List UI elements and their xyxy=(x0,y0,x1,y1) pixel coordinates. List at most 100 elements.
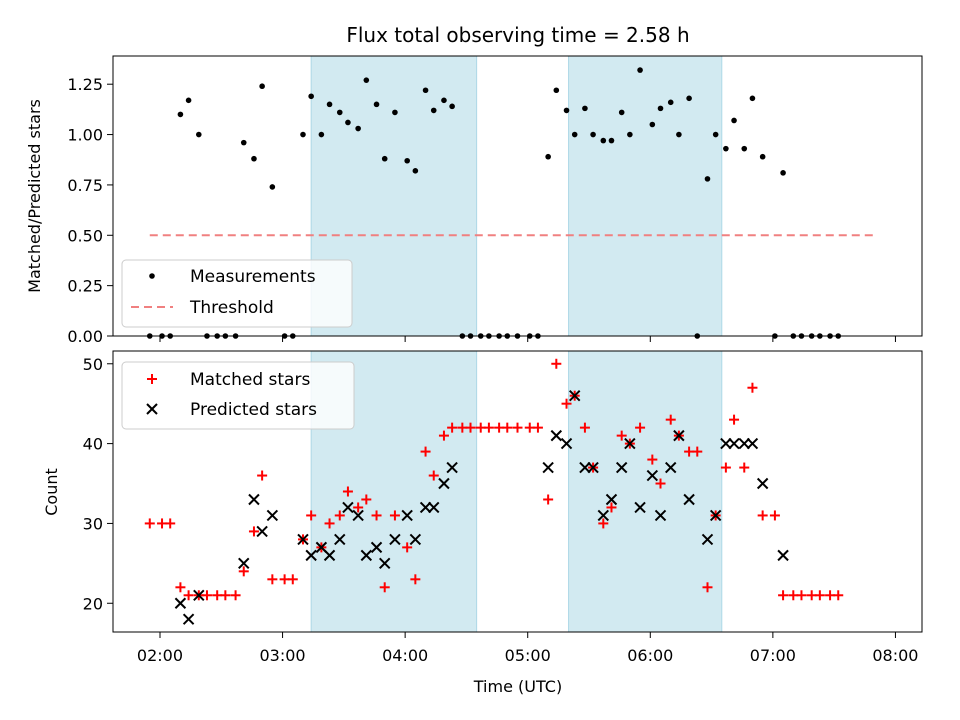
predicted-star-point xyxy=(756,477,769,490)
predicted-star-point xyxy=(266,509,279,522)
measurement-point xyxy=(676,131,682,138)
matched-star-point xyxy=(616,430,627,441)
measurement-point xyxy=(392,109,398,116)
legend-predicted-x xyxy=(146,403,158,415)
predicted-star-point xyxy=(701,533,714,546)
predicted-star-point xyxy=(683,493,695,506)
predicted-star-point xyxy=(428,501,440,514)
predicted-star-point xyxy=(409,533,422,546)
measurement-point xyxy=(749,95,756,102)
matched-star-point xyxy=(598,518,609,529)
matched-star-point xyxy=(230,590,241,601)
matched-star-point xyxy=(635,422,646,433)
predicted-star-point xyxy=(238,557,250,570)
matched-star-point xyxy=(267,574,278,585)
matched-star-point xyxy=(175,582,186,593)
legend-matched-marker xyxy=(147,374,157,384)
x-tick-label: 07:00 xyxy=(750,646,796,665)
top-y-axis-label: Matched/Predicted stars xyxy=(25,99,44,293)
x-tick-label: 04:00 xyxy=(382,646,428,665)
matched-star-point xyxy=(402,542,413,553)
bottom-shaded-intervals xyxy=(310,350,723,633)
matched-star-point xyxy=(342,486,353,497)
measurement-point xyxy=(759,153,766,160)
measurement-point xyxy=(177,111,184,118)
matched-star-point xyxy=(257,470,268,481)
predicted-star-point xyxy=(654,509,667,522)
predicted-star-point xyxy=(389,533,401,546)
measurement-point xyxy=(571,131,578,138)
y-tick-label: 50 xyxy=(83,355,103,374)
predicted-star-point xyxy=(634,501,646,514)
bottom-y-axis: 20 30 40 50 xyxy=(83,355,113,613)
shaded-interval-1 xyxy=(568,55,723,337)
measurement-point xyxy=(731,117,737,124)
matched-star-point xyxy=(606,502,617,513)
x-tick-label: 02:00 xyxy=(137,646,183,665)
y-tick-label: 0.50 xyxy=(67,226,103,245)
matched-star-point xyxy=(371,510,382,521)
measurement-point xyxy=(657,105,664,112)
measurement-point xyxy=(600,137,607,144)
bottom-y-axis-label: Count xyxy=(42,468,61,516)
predicted-star-point xyxy=(542,461,554,474)
measurement-point xyxy=(649,121,656,128)
measurement-point xyxy=(449,103,455,110)
measurement-point xyxy=(318,131,325,138)
matched-star-point xyxy=(739,462,750,473)
measurement-point xyxy=(553,87,560,94)
measurement-point xyxy=(185,97,192,104)
matched-star-point xyxy=(324,518,335,529)
measurement-point xyxy=(627,131,633,138)
predicted-star-point xyxy=(342,501,354,514)
matched-star-point xyxy=(796,590,807,601)
measurement-point xyxy=(336,109,343,116)
predicted-star-point xyxy=(605,493,618,506)
shaded-interval-1 xyxy=(568,350,723,633)
matched-star-point xyxy=(833,590,844,601)
measurement-point xyxy=(196,131,202,138)
measurement-point xyxy=(363,77,370,83)
matched-star-point xyxy=(532,422,543,433)
measurement-point xyxy=(637,67,643,73)
matched-star-point xyxy=(201,590,212,601)
matched-star-point xyxy=(465,422,476,433)
measurement-point xyxy=(308,93,314,100)
y-tick-label: 0.00 xyxy=(67,327,103,346)
predicted-star-point xyxy=(560,437,573,450)
measurement-point xyxy=(300,131,306,138)
matched-stars-points xyxy=(144,358,844,601)
predicted-star-point xyxy=(646,469,659,482)
predicted-star-point xyxy=(720,437,732,450)
y-tick-label: 30 xyxy=(83,514,103,533)
predicted-star-point xyxy=(738,437,750,450)
predicted-stars-points xyxy=(174,389,789,625)
predicted-star-point xyxy=(248,493,260,506)
x-tick-label: 06:00 xyxy=(627,646,673,665)
measurement-point xyxy=(545,153,551,160)
matched-star-point xyxy=(778,590,789,601)
predicted-star-point xyxy=(323,549,336,562)
matched-star-point xyxy=(483,422,494,433)
measurement-point xyxy=(608,137,615,144)
measurement-point xyxy=(741,145,748,152)
chart-title: Flux total observing time = 2.58 h xyxy=(346,23,689,47)
bottom-axes-frame xyxy=(112,350,923,633)
predicted-star-point xyxy=(360,549,373,562)
matched-star-point xyxy=(361,494,372,505)
predicted-star-point xyxy=(438,477,450,490)
legend-matched-label: Matched stars xyxy=(190,370,310,390)
matched-star-point xyxy=(512,422,523,433)
matched-star-point xyxy=(814,590,825,601)
matched-star-point xyxy=(665,414,676,425)
top-legend-box xyxy=(121,259,353,328)
measurement-point xyxy=(686,95,692,102)
matched-star-point xyxy=(248,526,259,537)
y-tick-label: 20 xyxy=(83,594,103,613)
measurement-point xyxy=(563,107,570,114)
predicted-star-point xyxy=(579,461,591,474)
matched-star-point xyxy=(238,566,249,577)
measurement-point xyxy=(582,105,588,112)
